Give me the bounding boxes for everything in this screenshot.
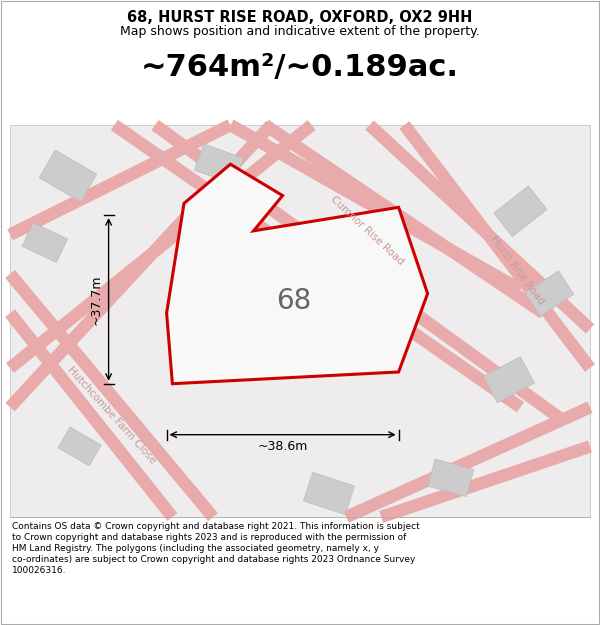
Text: co-ordinates) are subject to Crown copyright and database rights 2023 Ordnance S: co-ordinates) are subject to Crown copyr… — [12, 555, 415, 564]
Polygon shape — [22, 222, 68, 262]
Polygon shape — [304, 472, 355, 514]
Polygon shape — [483, 357, 535, 403]
Text: Hutchcombe Farm Close: Hutchcombe Farm Close — [65, 364, 158, 466]
Polygon shape — [525, 271, 574, 316]
Text: Cumnor Rise Road: Cumnor Rise Road — [328, 194, 405, 268]
Text: 68: 68 — [277, 288, 312, 316]
Polygon shape — [39, 150, 97, 202]
Text: Hurst Rise Road: Hurst Rise Road — [488, 234, 547, 306]
Polygon shape — [58, 427, 101, 466]
Bar — [10, 125, 590, 517]
Polygon shape — [167, 164, 428, 384]
Polygon shape — [494, 186, 547, 237]
Text: to Crown copyright and database rights 2023 and is reproduced with the permissio: to Crown copyright and database rights 2… — [12, 533, 406, 542]
Text: ~38.6m: ~38.6m — [257, 439, 308, 452]
Polygon shape — [194, 144, 244, 184]
Text: ~37.7m: ~37.7m — [89, 274, 103, 325]
Text: Map shows position and indicative extent of the property.: Map shows position and indicative extent… — [120, 25, 480, 38]
Text: Contains OS data © Crown copyright and database right 2021. This information is : Contains OS data © Crown copyright and d… — [12, 522, 420, 531]
Polygon shape — [428, 459, 474, 496]
Text: ~764m²/~0.189ac.: ~764m²/~0.189ac. — [141, 53, 459, 82]
Text: 100026316.: 100026316. — [12, 566, 67, 575]
Text: 68, HURST RISE ROAD, OXFORD, OX2 9HH: 68, HURST RISE ROAD, OXFORD, OX2 9HH — [127, 10, 473, 25]
Text: HM Land Registry. The polygons (including the associated geometry, namely x, y: HM Land Registry. The polygons (includin… — [12, 544, 379, 553]
